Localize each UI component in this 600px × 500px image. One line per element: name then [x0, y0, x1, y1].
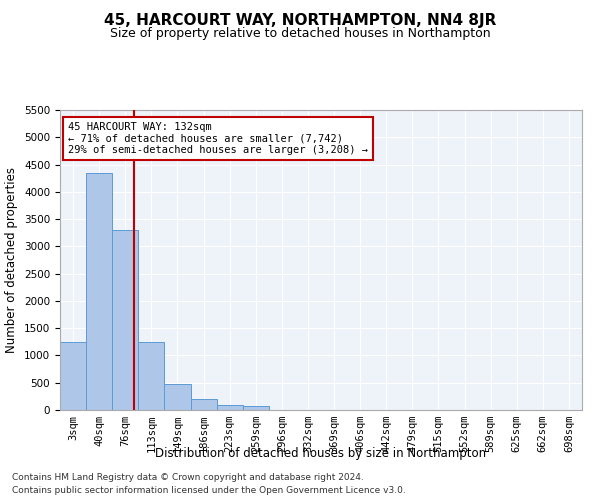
Bar [164, 384, 191, 410]
Text: Contains HM Land Registry data © Crown copyright and database right 2024.: Contains HM Land Registry data © Crown c… [12, 472, 364, 482]
Bar [139, 342, 164, 410]
Bar [191, 399, 217, 410]
Y-axis label: Number of detached properties: Number of detached properties [5, 167, 19, 353]
Text: Distribution of detached houses by size in Northampton: Distribution of detached houses by size … [155, 448, 487, 460]
Text: 45, HARCOURT WAY, NORTHAMPTON, NN4 8JR: 45, HARCOURT WAY, NORTHAMPTON, NN4 8JR [104, 12, 496, 28]
Bar [217, 404, 243, 410]
Text: 45 HARCOURT WAY: 132sqm
← 71% of detached houses are smaller (7,742)
29% of semi: 45 HARCOURT WAY: 132sqm ← 71% of detache… [68, 122, 368, 155]
Bar [60, 342, 86, 410]
Bar [243, 406, 269, 410]
Bar [86, 172, 112, 410]
Text: Size of property relative to detached houses in Northampton: Size of property relative to detached ho… [110, 28, 490, 40]
Text: Contains public sector information licensed under the Open Government Licence v3: Contains public sector information licen… [12, 486, 406, 495]
Bar [112, 230, 139, 410]
